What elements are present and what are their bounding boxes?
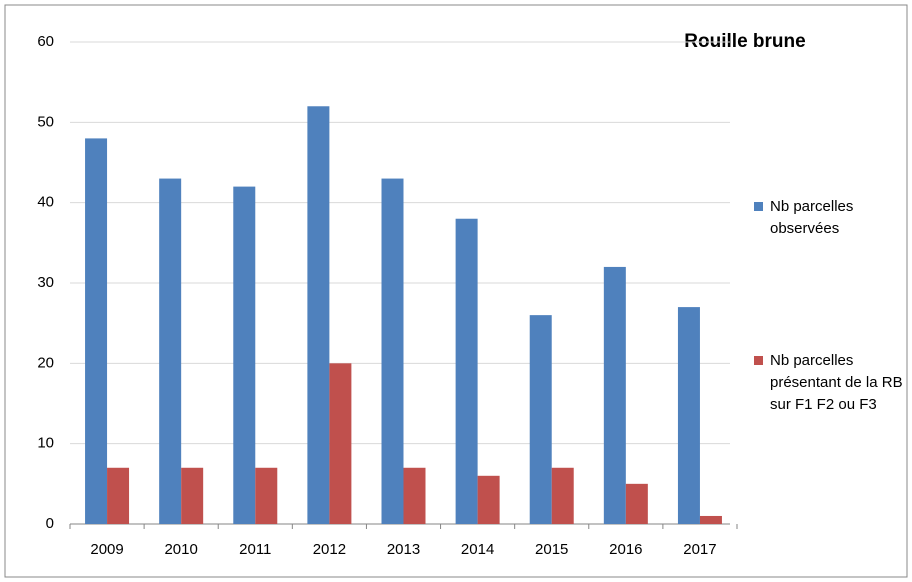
bar [551,467,574,524]
x-tick-label: 2017 [683,541,716,558]
y-tick-label: 10 [37,435,54,452]
bar [381,178,404,525]
y-tick-label: 50 [37,113,54,130]
bar [85,138,108,524]
bar [233,186,256,524]
bar [603,266,626,524]
x-tick-label: 2012 [313,541,346,558]
legend-item: Nb parcelles observées [754,196,904,240]
bar [329,363,352,524]
y-tick-label: 20 [37,354,54,371]
y-tick-label: 0 [46,515,54,532]
legend-label: Nb parcelles présentant de la RB sur F1 … [770,352,903,413]
x-tick-label: 2011 [239,541,271,558]
bar [181,467,204,524]
x-tick-label: 2015 [535,541,568,558]
legend-swatch [754,202,763,211]
bar [403,467,426,524]
x-tick-label: 2014 [461,541,494,558]
x-tick-label: 2010 [164,541,197,558]
bar [255,467,278,524]
bar [307,106,330,525]
y-tick-label: 60 [37,33,54,50]
chart-title: Rouille brune [684,31,805,52]
bar [529,315,552,524]
y-tick-label: 40 [37,194,54,211]
x-tick-label: 2013 [387,541,420,558]
bar [107,467,130,524]
bar [477,475,500,524]
legend-item: Nb parcelles présentant de la RB sur F1 … [754,350,904,416]
bar [455,218,478,524]
bar [677,307,700,524]
legend-swatch [754,356,763,365]
legend-label: Nb parcelles observées [770,198,854,237]
bar [159,178,182,525]
bar [699,515,722,524]
y-tick-label: 30 [37,274,54,291]
x-tick-label: 2016 [609,541,642,558]
x-tick-label: 2009 [90,541,123,558]
bar [625,483,648,524]
